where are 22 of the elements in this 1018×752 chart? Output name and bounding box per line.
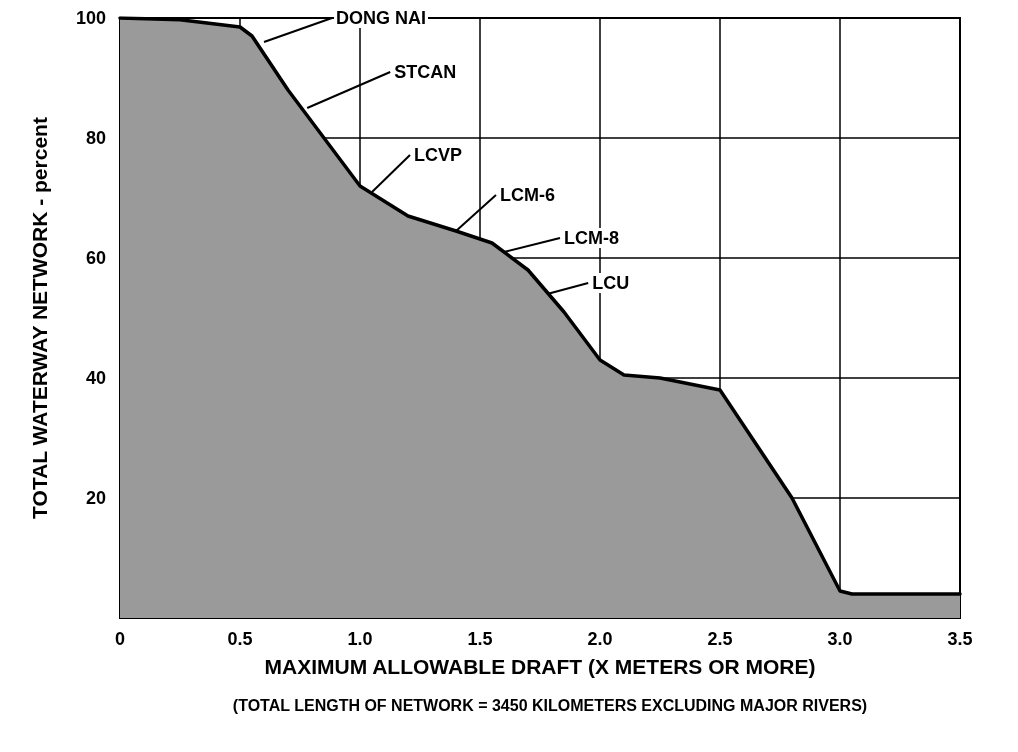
y-tick-label: 40 xyxy=(85,368,106,388)
annotation: LCU xyxy=(592,273,630,293)
y-tick-label: 20 xyxy=(85,488,106,508)
text: (TOTAL LENGTH OF NETWORK = 3450 KILOMETERS EXCLUDING MAJOR RIVERS) xyxy=(232,696,868,714)
x-tick-label: 3.0 xyxy=(827,629,853,649)
annotation: LCM-8 xyxy=(564,228,619,248)
y-tick-label: 80 xyxy=(85,128,106,148)
y-tick-label: 60 xyxy=(85,248,106,268)
x-tick-label: 2.0 xyxy=(587,629,613,649)
x-tick-label: 0 xyxy=(114,629,126,649)
y-tick-label: 100 xyxy=(75,8,106,28)
annotation: STCAN xyxy=(394,62,457,82)
x-tick-label: 1.0 xyxy=(347,629,373,649)
annotation: DONG NAI xyxy=(336,8,426,28)
x-tick-label: 0.5 xyxy=(227,629,253,649)
x-tick-label: 2.5 xyxy=(707,629,733,649)
x-tick-label: 1.5 xyxy=(467,629,493,649)
x-axis-title: MAXIMUM ALLOWABLE DRAFT (X METERS OR MORE) xyxy=(264,655,816,678)
annotation: LCVP xyxy=(414,145,463,165)
annotation: LCM-6 xyxy=(500,185,555,205)
y-axis-title: TOTAL WATERWAY NETWORK - percent xyxy=(28,117,51,519)
x-tick-label: 3.5 xyxy=(947,629,973,649)
